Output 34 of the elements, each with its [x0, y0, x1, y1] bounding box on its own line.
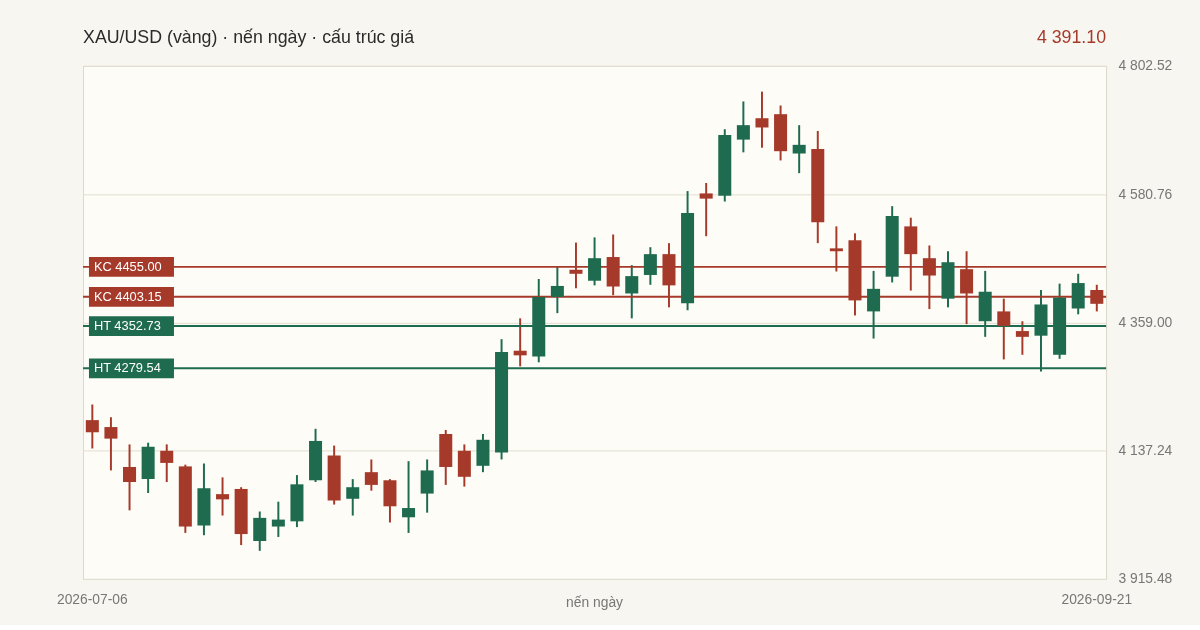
candlestick: [755, 90, 769, 149]
ref-line-label: HT 4279.54: [93, 360, 161, 376]
candlestick: [104, 416, 118, 472]
y-tick-label: 4 802.52: [1118, 57, 1173, 74]
x-tick-label: 2026-09-21: [1061, 591, 1133, 608]
text: nến ngày: [566, 593, 624, 610]
candlestick: [402, 460, 416, 534]
candlestick: [364, 458, 378, 492]
ref-line-label: HT 4352.73: [93, 317, 161, 333]
y-tick-label: 4 137.24: [1118, 442, 1173, 459]
candlestick: [1015, 320, 1029, 356]
text: 4 391.10: [1036, 27, 1107, 48]
candlestick: [792, 124, 806, 175]
candlestick: [85, 403, 99, 450]
ref-line-label: KC 4403.15: [93, 288, 162, 304]
ref-line-label: KC 4455.00: [93, 258, 162, 274]
candlestick: [420, 458, 434, 514]
candlestick: [643, 246, 657, 286]
candlestick: [216, 476, 230, 517]
candlestick: [736, 100, 750, 154]
y-tick-label: 3 915.48: [1118, 570, 1173, 587]
y-tick-label: 4 359.00: [1118, 313, 1173, 330]
candlestick: [253, 510, 267, 552]
candlestick: [699, 182, 713, 238]
x-tick-label: 2026-07-06: [56, 591, 129, 608]
y-tick-label: 4 580.76: [1118, 185, 1173, 202]
candlestick: [625, 264, 639, 320]
candlestick: [588, 236, 602, 287]
candlestick: [123, 443, 137, 512]
candlestick: [271, 500, 285, 538]
candlestick: [346, 478, 360, 517]
chart-title: XAU/USD (vàng) · nến ngày · cấu trúc giá: [83, 27, 415, 48]
candlestick: [550, 265, 564, 315]
candlestick: [160, 443, 174, 483]
